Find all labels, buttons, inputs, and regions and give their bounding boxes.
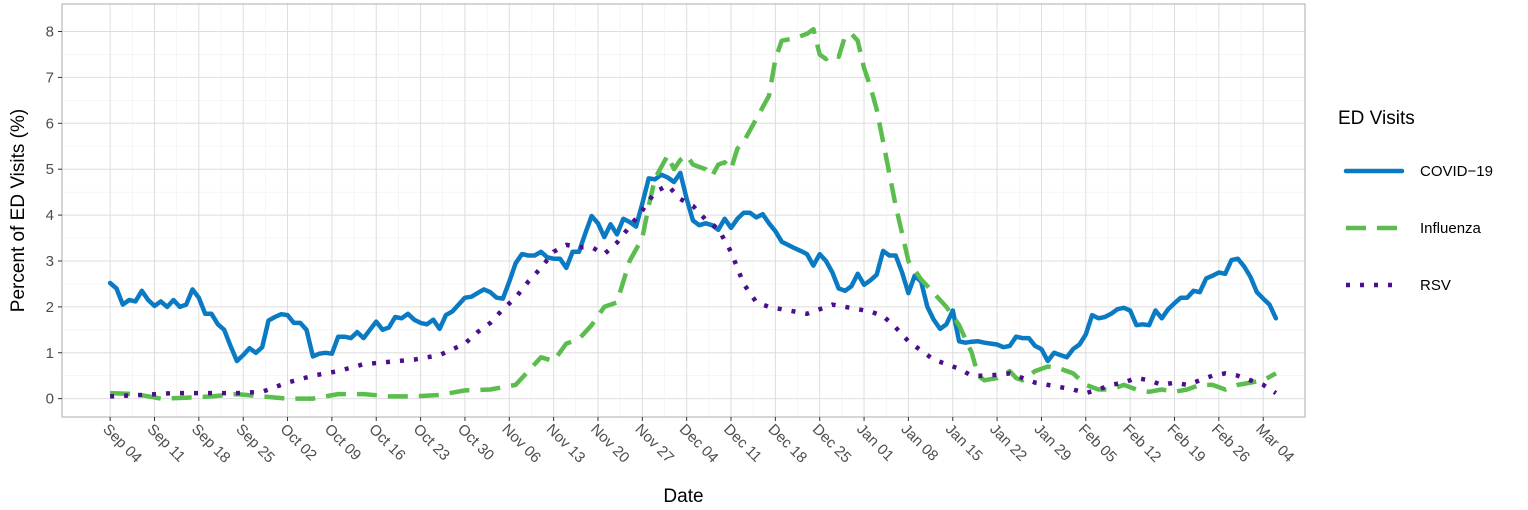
legend-label: Influenza: [1420, 220, 1482, 237]
y-tick-label: 0: [46, 391, 54, 408]
x-tick-label: Mar 04: [1252, 421, 1297, 466]
legend-label: RSV: [1420, 277, 1451, 294]
y-axis-title: Percent of ED Visits (%): [8, 109, 29, 312]
legend: ED Visits COVID−19 Influenza RSV: [1338, 108, 1493, 294]
panel-border: [61, 3, 1306, 418]
x-tick-label: Oct 09: [321, 421, 364, 464]
x-tick-label: Feb 19: [1164, 421, 1209, 466]
x-tick-label: Jan 29: [1031, 421, 1075, 465]
y-tick-label: 3: [46, 253, 54, 270]
x-tick-label: Jan 08: [898, 421, 942, 465]
x-tick-label: Jan 01: [853, 421, 897, 465]
grid: [62, 4, 1305, 417]
legend-title: ED Visits: [1338, 108, 1415, 129]
x-tick-label: Oct 30: [454, 421, 497, 464]
x-tick-label: Sep 04: [99, 421, 145, 467]
y-tick-label: 8: [46, 24, 54, 41]
y-tick-label: 1: [46, 345, 54, 362]
x-tick-label: Feb 12: [1119, 421, 1164, 466]
x-tick-label: Oct 16: [365, 421, 408, 464]
y-axis: 0 1 2 3 4 5 6 7 8: [46, 24, 62, 408]
x-tick-label: Feb 26: [1208, 421, 1253, 466]
x-tick-label: Jan 22: [986, 421, 1030, 465]
x-tick-label: Nov 27: [631, 421, 677, 467]
y-tick-label: 6: [46, 115, 54, 132]
x-tick-label: Dec 11: [720, 421, 765, 466]
y-tick-label: 5: [46, 161, 54, 178]
legend-label: COVID−19: [1420, 163, 1493, 180]
x-tick-label: Oct 23: [410, 421, 453, 464]
x-tick-label: Nov 20: [587, 421, 633, 467]
y-tick-label: 4: [46, 207, 54, 224]
series-line-influenza: [110, 26, 1277, 401]
x-tick-label: Feb 05: [1075, 421, 1120, 466]
y-tick-label: 7: [46, 69, 54, 86]
x-tick-label: Sep 18: [188, 421, 234, 467]
series-layer: [107, 26, 1279, 401]
y-tick-label: 2: [46, 299, 54, 316]
x-tick-label: Jan 15: [942, 421, 986, 465]
x-tick-label: Sep 25: [232, 421, 278, 467]
x-tick-label: Oct 02: [277, 421, 320, 464]
x-tick-label: Dec 04: [676, 421, 722, 467]
series-line-covid-19: [107, 170, 1279, 364]
x-tick-label: Sep 11: [144, 421, 189, 466]
x-tick-label: Nov 06: [498, 421, 544, 467]
x-tick-label: Dec 25: [809, 421, 855, 467]
x-axis-title: Date: [663, 486, 703, 507]
x-tick-label: Nov 13: [543, 421, 589, 467]
x-tick-label: Dec 18: [765, 421, 811, 467]
